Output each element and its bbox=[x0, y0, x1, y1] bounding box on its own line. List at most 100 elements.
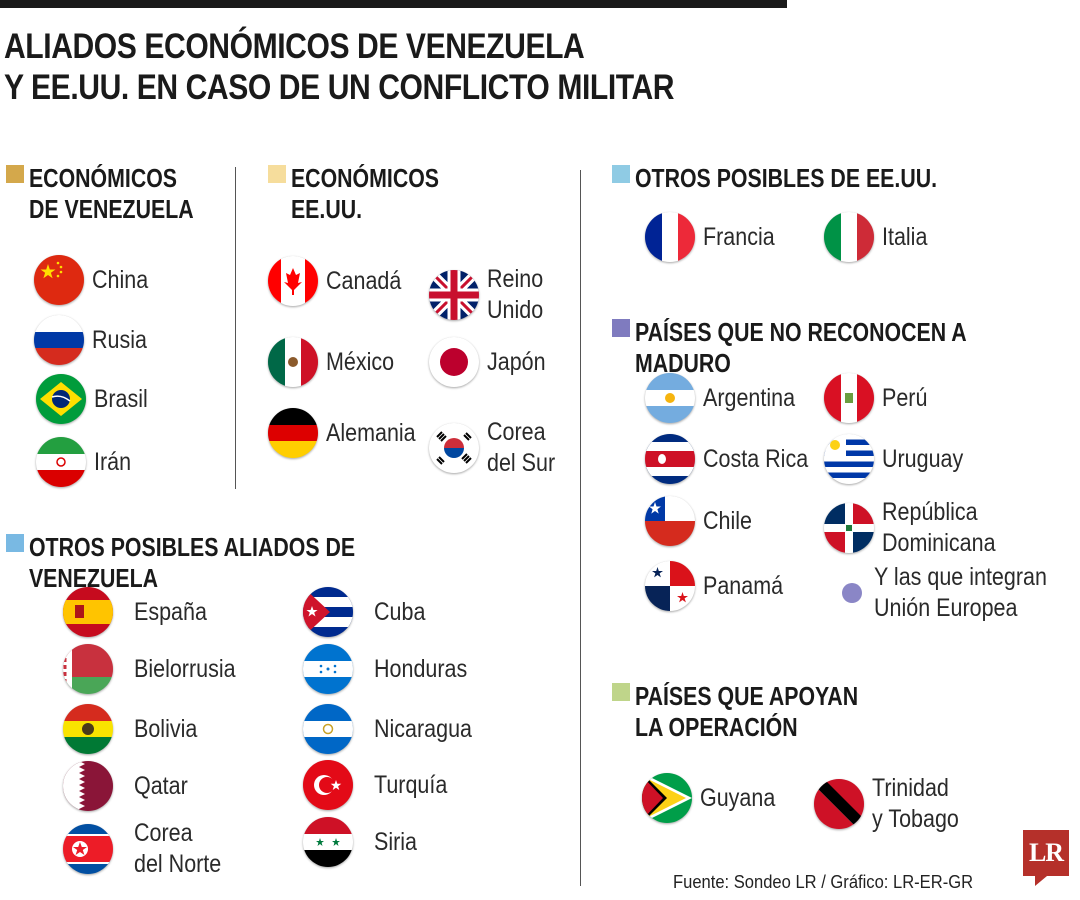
costa-rica-flag-icon bbox=[645, 434, 695, 484]
country-label: Francia bbox=[703, 222, 775, 251]
belarus-flag-icon bbox=[63, 644, 113, 694]
country-label: Nicaragua bbox=[374, 714, 472, 743]
country-guyana: Guyana bbox=[642, 773, 900, 823]
country-label: Canadá bbox=[326, 266, 402, 295]
country-peru: Perú bbox=[824, 373, 1080, 423]
divider bbox=[235, 167, 236, 489]
section-title: PAÍSES QUE NO RECONOCEN A MADURO bbox=[634, 317, 966, 378]
china-flag-icon bbox=[34, 255, 84, 305]
country-reino-unido: Reino Unido bbox=[429, 264, 687, 326]
turkey-flag-icon bbox=[303, 760, 353, 810]
country-label: Alemania bbox=[326, 418, 416, 447]
mexico-flag-icon bbox=[268, 337, 318, 387]
legend-square-economicos-venezuela bbox=[6, 165, 24, 183]
country-label: Bolivia bbox=[134, 714, 198, 743]
country-brasil: Brasil bbox=[36, 374, 294, 424]
lr-logo: LR bbox=[1023, 830, 1069, 886]
germany-flag-icon bbox=[268, 408, 318, 458]
section-title: OTROS POSIBLES DE EE.UU. bbox=[634, 163, 938, 193]
trinidad-tobago-flag-icon bbox=[814, 779, 864, 829]
section-title: ECONÓMICOS EE.UU. bbox=[290, 163, 440, 224]
section-no-reconocen: PAÍSES QUE NO RECONOCEN A MADURO bbox=[612, 317, 1080, 379]
country-canada: Canadá bbox=[268, 256, 526, 306]
country-label: China bbox=[92, 265, 149, 294]
section-title: PAÍSES QUE APOYAN LA OPERACIÓN bbox=[634, 681, 859, 742]
italy-flag-icon bbox=[824, 212, 874, 262]
country-espana: España bbox=[63, 587, 334, 637]
section-economicos-venezuela: ECONÓMICOS DE VENEZUELA bbox=[6, 163, 554, 225]
country-italia: Italia bbox=[824, 212, 1080, 262]
section-economicos-eeuu: ECONÓMICOS EE.UU. bbox=[268, 163, 816, 225]
country-rusia: Rusia bbox=[34, 315, 292, 365]
country-label: Guyana bbox=[700, 783, 776, 812]
country-label: España bbox=[134, 597, 207, 626]
top-rule bbox=[0, 0, 787, 8]
country-corea-del-sur: Corea del Sur bbox=[429, 417, 687, 479]
divider bbox=[580, 170, 581, 886]
guyana-flag-icon bbox=[642, 773, 692, 823]
country-label: Siria bbox=[374, 827, 418, 856]
country-qatar: Qatar bbox=[63, 761, 334, 811]
country-label: Reino Unido bbox=[487, 265, 544, 324]
country-turquia: Turquía bbox=[303, 760, 574, 810]
country-nicaragua: Nicaragua bbox=[303, 704, 574, 754]
section-title: OTROS POSIBLES ALIADOS DE VENEZUELA bbox=[28, 532, 356, 593]
spain-flag-icon bbox=[63, 587, 113, 637]
canada-flag-icon bbox=[268, 256, 318, 306]
nicaragua-flag-icon bbox=[303, 704, 353, 754]
country-republica-dominicana: República Dominicana bbox=[824, 497, 1080, 559]
country-label: Uruguay bbox=[882, 444, 964, 473]
country-label: Panamá bbox=[703, 571, 784, 600]
brazil-flag-icon bbox=[36, 374, 86, 424]
country-label: Cuba bbox=[374, 597, 426, 626]
france-flag-icon bbox=[645, 212, 695, 262]
country-label: Costa Rica bbox=[703, 444, 809, 473]
russia-flag-icon bbox=[34, 315, 84, 365]
section-apoyan: PAÍSES QUE APOYAN LA OPERACIÓN bbox=[612, 681, 1080, 743]
country-cuba: Cuba bbox=[303, 587, 574, 637]
country-label: Italia bbox=[882, 222, 928, 251]
country-francia: Francia bbox=[645, 212, 903, 262]
country-china: China bbox=[34, 255, 292, 305]
qatar-flag-icon bbox=[63, 761, 113, 811]
legend-square-no-reconocen bbox=[612, 319, 630, 337]
section-otros-venezuela: OTROS POSIBLES ALIADOS DE VENEZUELA bbox=[6, 532, 554, 594]
country-label: Corea del Sur bbox=[487, 418, 556, 477]
country-label: Qatar bbox=[134, 771, 188, 800]
bolivia-flag-icon bbox=[63, 704, 113, 754]
country-chile: Chile bbox=[645, 496, 903, 546]
country-label: Trinidad y Tobago bbox=[872, 774, 959, 833]
argentina-flag-icon bbox=[645, 373, 695, 423]
country-label: México bbox=[326, 347, 395, 376]
country-label: Bielorrusia bbox=[134, 654, 236, 683]
panama-flag-icon bbox=[645, 561, 695, 611]
country-honduras: Honduras bbox=[303, 644, 574, 694]
syria-flag-icon bbox=[303, 817, 353, 867]
bullet-dot-icon bbox=[842, 583, 862, 603]
legend-square-otros-eeuu bbox=[612, 165, 630, 183]
country-label: Irán bbox=[94, 447, 132, 476]
country-label: Japón bbox=[487, 347, 546, 376]
page-title: ALIADOS ECONÓMICOS DE VENEZUELA Y EE.UU.… bbox=[4, 27, 675, 107]
chile-flag-icon bbox=[645, 496, 695, 546]
source-credit: Fuente: Sondeo LR / Gráfico: LR-ER-GR bbox=[673, 872, 974, 892]
legend-square-apoyan bbox=[612, 683, 630, 701]
country-panama: Panamá bbox=[645, 561, 903, 611]
japan-flag-icon bbox=[429, 337, 479, 387]
north-korea-flag-icon bbox=[63, 824, 113, 874]
country-mexico: México bbox=[268, 337, 526, 387]
country-argentina: Argentina bbox=[645, 373, 903, 423]
uruguay-flag-icon bbox=[824, 434, 874, 484]
country-iran: Irán bbox=[36, 437, 294, 487]
dominican-republic-flag-icon bbox=[824, 503, 874, 553]
country-label: Chile bbox=[703, 506, 753, 535]
uk-flag-icon bbox=[429, 270, 479, 320]
country-alemania: Alemania bbox=[268, 408, 526, 458]
legend-square-economicos-eeuu bbox=[268, 165, 286, 183]
country-corea-del-norte: Corea del Norte bbox=[63, 818, 334, 880]
union-europea-note: Y las que integran Unión Europea bbox=[828, 562, 1080, 624]
country-label: Perú bbox=[882, 383, 928, 412]
honduras-flag-icon bbox=[303, 644, 353, 694]
legend-square-otros-venezuela bbox=[6, 534, 24, 552]
country-bielorrusia: Bielorrusia bbox=[63, 644, 334, 694]
